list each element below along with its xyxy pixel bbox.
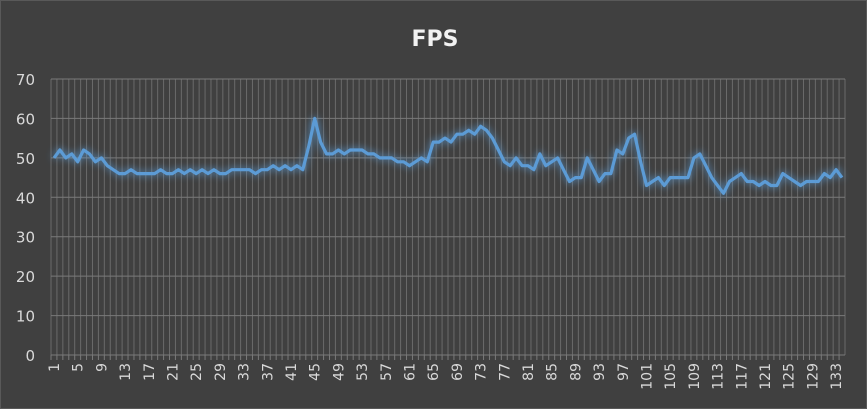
x-tick-label: 73: [474, 363, 490, 381]
x-tick-label: 133: [829, 363, 845, 390]
x-tick-label: 9: [94, 363, 110, 372]
x-tick-label: 81: [521, 363, 537, 381]
x-tick-label: 61: [402, 363, 418, 381]
x-tick-label: 97: [616, 363, 632, 381]
x-tick-label: 17: [142, 363, 158, 381]
y-tick-label: 50: [16, 150, 35, 168]
y-tick-label: 70: [16, 71, 35, 89]
x-tick-label: 33: [237, 363, 253, 381]
x-tick-label: 77: [497, 363, 513, 381]
x-tick-label: 65: [426, 363, 442, 381]
y-tick-label: 40: [16, 189, 35, 207]
x-tick-label: 121: [758, 363, 774, 390]
y-axis: 0 10 20 30 40 50 60 70: [16, 71, 35, 365]
x-tick-label: 5: [71, 363, 87, 372]
x-tick-label: 57: [379, 363, 395, 381]
x-axis: 1 5 9 13 17 21 25 29 33 37 41 45 49 53 57 61 65 69 73 77 81 8…: [47, 355, 845, 390]
x-tick-label: 45: [308, 363, 324, 381]
x-tick-label: 53: [355, 363, 371, 381]
chart-title: FPS: [412, 27, 459, 52]
x-tick-label: 129: [805, 363, 821, 390]
x-tick-label: 109: [687, 363, 703, 390]
x-tick-label: 29: [213, 363, 229, 381]
grid: [50, 78, 846, 356]
x-tick-label: 49: [331, 363, 347, 381]
x-tick-label: 13: [118, 363, 134, 381]
x-tick-label: 69: [450, 363, 466, 381]
x-tick-label: 93: [592, 363, 608, 381]
x-tick-label: 1: [47, 363, 63, 372]
x-tick-label: 117: [734, 363, 750, 390]
x-tick-label: 37: [260, 363, 276, 381]
x-tick-label: 25: [189, 363, 205, 381]
x-tick-label: 125: [782, 363, 798, 390]
x-tick-label: 21: [165, 363, 181, 381]
fps-line: [52, 116, 844, 195]
x-tick-label: 41: [284, 363, 300, 381]
x-tick-label: 89: [568, 363, 584, 381]
x-tick-label: 105: [663, 363, 679, 390]
y-tick-label: 0: [25, 347, 35, 365]
x-tick-label: 113: [711, 363, 727, 390]
series-fps: [52, 116, 844, 195]
y-tick-label: 20: [16, 268, 35, 286]
y-tick-label: 10: [16, 308, 35, 326]
x-tick-label: 85: [545, 363, 561, 381]
y-tick-label: 60: [16, 110, 35, 128]
x-tick-label: 101: [640, 363, 656, 390]
y-tick-label: 30: [16, 229, 35, 247]
